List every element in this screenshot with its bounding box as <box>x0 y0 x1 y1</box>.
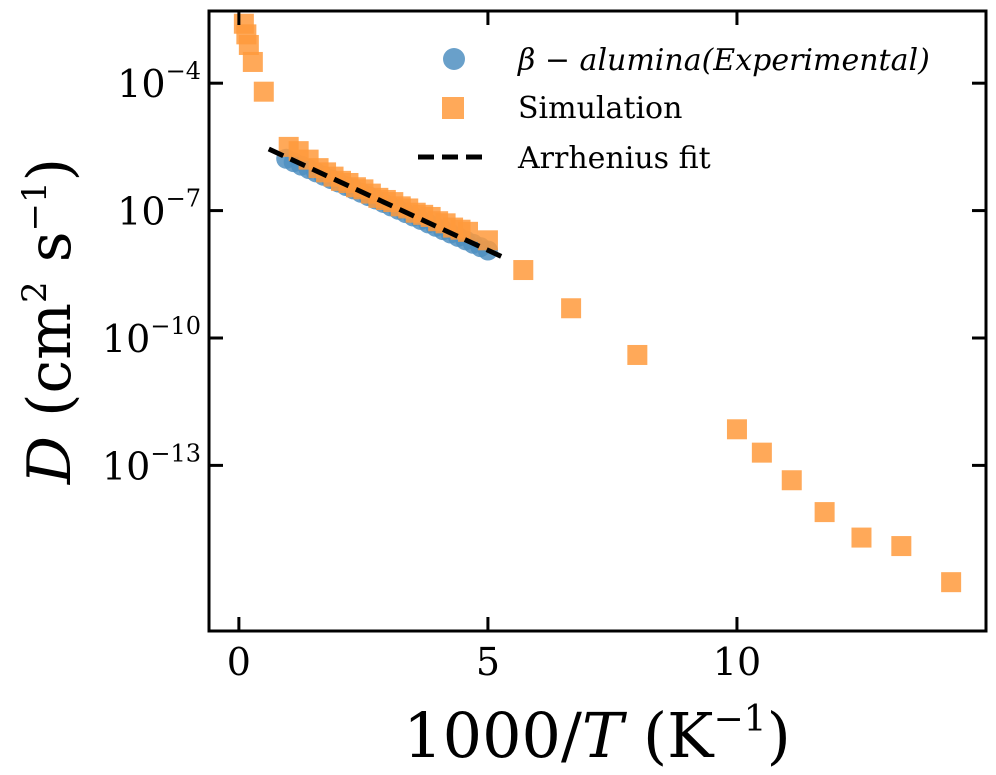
tick-layer: 0 5 10 10−4 10−7 10−10 10−13 <box>102 11 986 684</box>
simulation-point <box>561 298 582 319</box>
simulation-point <box>253 81 274 102</box>
simulation-point <box>751 442 772 463</box>
y-axis-title-sup2: −1 <box>15 181 55 231</box>
y-tick-label: 10−10 <box>102 312 201 361</box>
y-tick-label: 10−13 <box>102 439 201 488</box>
x-axis-title-unit: (K <box>623 699 715 772</box>
y-axis-title-sup1: 2 <box>15 281 55 303</box>
simulation-point <box>513 260 534 281</box>
simulation-point <box>477 230 498 251</box>
x-axis-title-close: ) <box>767 699 791 772</box>
simulation-point <box>627 344 648 365</box>
plot-frame <box>207 9 988 633</box>
simulation-point <box>941 572 962 593</box>
legend-label-experimental: β − alumina(Experimental) <box>517 43 930 78</box>
simulation-point <box>814 502 835 523</box>
x-axis-title-main: 1000/ <box>403 699 582 772</box>
legend-label-arrhenius: Arrhenius fit <box>517 141 711 176</box>
simulation-point <box>242 51 263 72</box>
y-axis-title-mid: s <box>15 231 85 281</box>
x-tick-label: 10 <box>713 640 761 684</box>
y-axis-title-var: D <box>15 436 85 485</box>
legend-marker-experimental <box>443 48 465 70</box>
legend-marker-simulation <box>442 97 464 119</box>
x-axis-title-sup: −1 <box>713 699 766 740</box>
y-axis-title-unit: (cm <box>15 303 85 436</box>
simulation-point <box>238 34 259 55</box>
x-tick-label: 5 <box>476 640 500 684</box>
simulation-point <box>891 536 912 557</box>
x-tick-label: 0 <box>227 640 251 684</box>
y-tick-label: 10−7 <box>117 185 201 234</box>
legend-label-simulation: Simulation <box>518 91 682 126</box>
x-axis-title: 1000/T (K−1) <box>403 699 791 772</box>
data-layer <box>233 13 962 593</box>
x-axis-title-var: T <box>582 699 628 772</box>
y-axis-title: D (cm2 s−1) <box>15 158 85 485</box>
arrhenius-fit-line <box>267 146 509 262</box>
legend: β − alumina(Experimental) Simulation Arr… <box>418 43 930 176</box>
simulation-point <box>851 527 872 548</box>
simulation-point <box>726 419 747 440</box>
simulation-point <box>458 221 478 242</box>
y-axis-title-close: ) <box>15 158 85 181</box>
simulation-point <box>781 470 802 491</box>
y-tick-label: 10−4 <box>117 57 201 106</box>
